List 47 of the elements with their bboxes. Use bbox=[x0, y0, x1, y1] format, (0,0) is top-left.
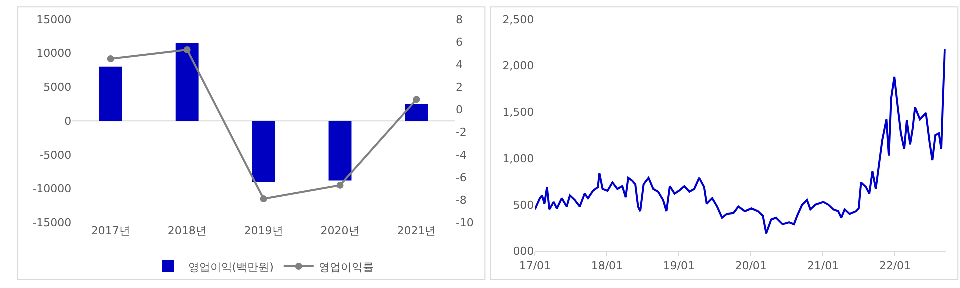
y-tick-label: 0 bbox=[64, 114, 72, 128]
y2-tick-label: 8 bbox=[456, 13, 463, 26]
x-tick-label: 19/01 bbox=[663, 260, 695, 272]
bar bbox=[405, 104, 428, 122]
x-tick-label: 2021년 bbox=[397, 224, 436, 238]
y2-tick-label: -10 bbox=[456, 216, 474, 230]
point bbox=[107, 55, 114, 62]
y-tick-label: -5000 bbox=[40, 148, 72, 162]
bar bbox=[252, 121, 276, 182]
y-tick-label: 1,500 bbox=[502, 106, 534, 120]
y2-tick-label: -4 bbox=[456, 148, 467, 162]
y-tick-label: -15000 bbox=[32, 216, 72, 230]
y-tick-label: 000 bbox=[513, 245, 534, 258]
y-tick-label: 1,000 bbox=[502, 152, 534, 166]
line-series bbox=[535, 48, 946, 235]
y2-tick-label: -6 bbox=[456, 171, 467, 184]
legend-label: 영업이익률 bbox=[318, 260, 374, 274]
bar bbox=[99, 66, 122, 122]
legend-label: 영업이익(백만원) bbox=[188, 260, 274, 274]
y-tick-label: 10000 bbox=[36, 47, 72, 60]
x-tick-label: 21/01 bbox=[807, 260, 840, 272]
x-tick-label: 2017년 bbox=[91, 224, 130, 238]
y2-tick-label: -8 bbox=[456, 194, 467, 207]
x-tick-label: 2018년 bbox=[168, 224, 207, 238]
point bbox=[260, 195, 268, 202]
y-tick-label: 15000 bbox=[36, 13, 72, 26]
y-tick-label: 2,500 bbox=[502, 13, 534, 26]
y-tick-label: 5000 bbox=[44, 81, 72, 94]
point bbox=[184, 46, 191, 54]
bar bbox=[176, 43, 199, 122]
x-tick-label: 17/01 bbox=[519, 260, 552, 272]
y2-tick-label: 4 bbox=[456, 58, 463, 72]
x-tick-label: 2019년 bbox=[244, 224, 284, 238]
y2-tick-label: 2 bbox=[456, 81, 463, 94]
y2-tick-label: 6 bbox=[456, 36, 463, 49]
y2-tick-label: -2 bbox=[456, 126, 467, 140]
x-tick-label: 18/01 bbox=[591, 260, 624, 272]
x-tick-label: 22/01 bbox=[879, 260, 912, 272]
x-tick-label: 2020년 bbox=[320, 224, 360, 238]
y-tick-label: 500 bbox=[513, 198, 534, 212]
y-tick-label: 2,000 bbox=[502, 60, 534, 73]
point bbox=[413, 96, 420, 104]
bar bbox=[328, 121, 352, 181]
x-tick-label: 20/01 bbox=[735, 260, 767, 272]
y2-tick-label: 0 bbox=[456, 104, 463, 117]
y-tick-label: -10000 bbox=[32, 182, 72, 196]
point bbox=[336, 182, 344, 189]
